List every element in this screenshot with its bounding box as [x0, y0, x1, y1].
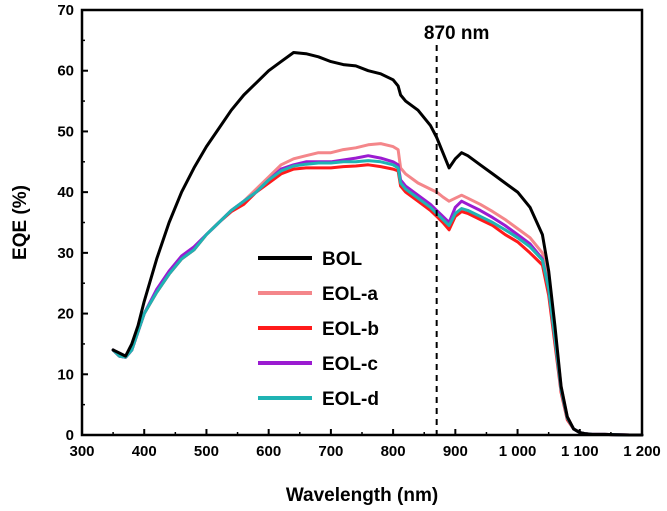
x-tick-label: 900 [443, 443, 468, 460]
series-line-bol [111, 51, 644, 437]
x-tick-label: 1 200 [623, 443, 661, 460]
series-curves [111, 51, 644, 437]
y-tick-label: 60 [57, 63, 74, 80]
x-tick-label: 500 [194, 443, 219, 460]
legend-label: EOL-b [322, 319, 379, 340]
y-tick-label: 30 [57, 245, 74, 262]
x-tick-label: 300 [69, 443, 94, 460]
legend-label: EOL-a [322, 284, 378, 305]
plot-frame [80, 8, 644, 437]
y-tick-label: 50 [57, 123, 74, 140]
y-tick-label: 70 [57, 2, 74, 19]
x-tick-label: 400 [132, 443, 157, 460]
x-tick-label: 600 [256, 443, 281, 460]
x-tick-label: 700 [318, 443, 343, 460]
y-tick-label: 10 [57, 366, 74, 383]
legend-label: EOL-c [322, 354, 378, 375]
y-tick-label: 40 [57, 184, 74, 201]
x-tick-label: 1 100 [561, 443, 599, 460]
legend-label: BOL [322, 249, 363, 270]
x-tick-label: 800 [381, 443, 406, 460]
y-tick-label: 20 [57, 306, 74, 323]
x-axis-title: Wavelength (nm) [286, 485, 438, 506]
y-axis-title: EQE (%) [10, 185, 31, 260]
legend: BOL EOL-a EOL-b EOL-c EOL-d [258, 249, 379, 410]
annotation-label: 870 nm [424, 23, 489, 44]
x-tick-label: 1 000 [499, 443, 537, 460]
y-tick-label: 0 [66, 427, 74, 444]
legend-label: EOL-d [322, 389, 379, 410]
